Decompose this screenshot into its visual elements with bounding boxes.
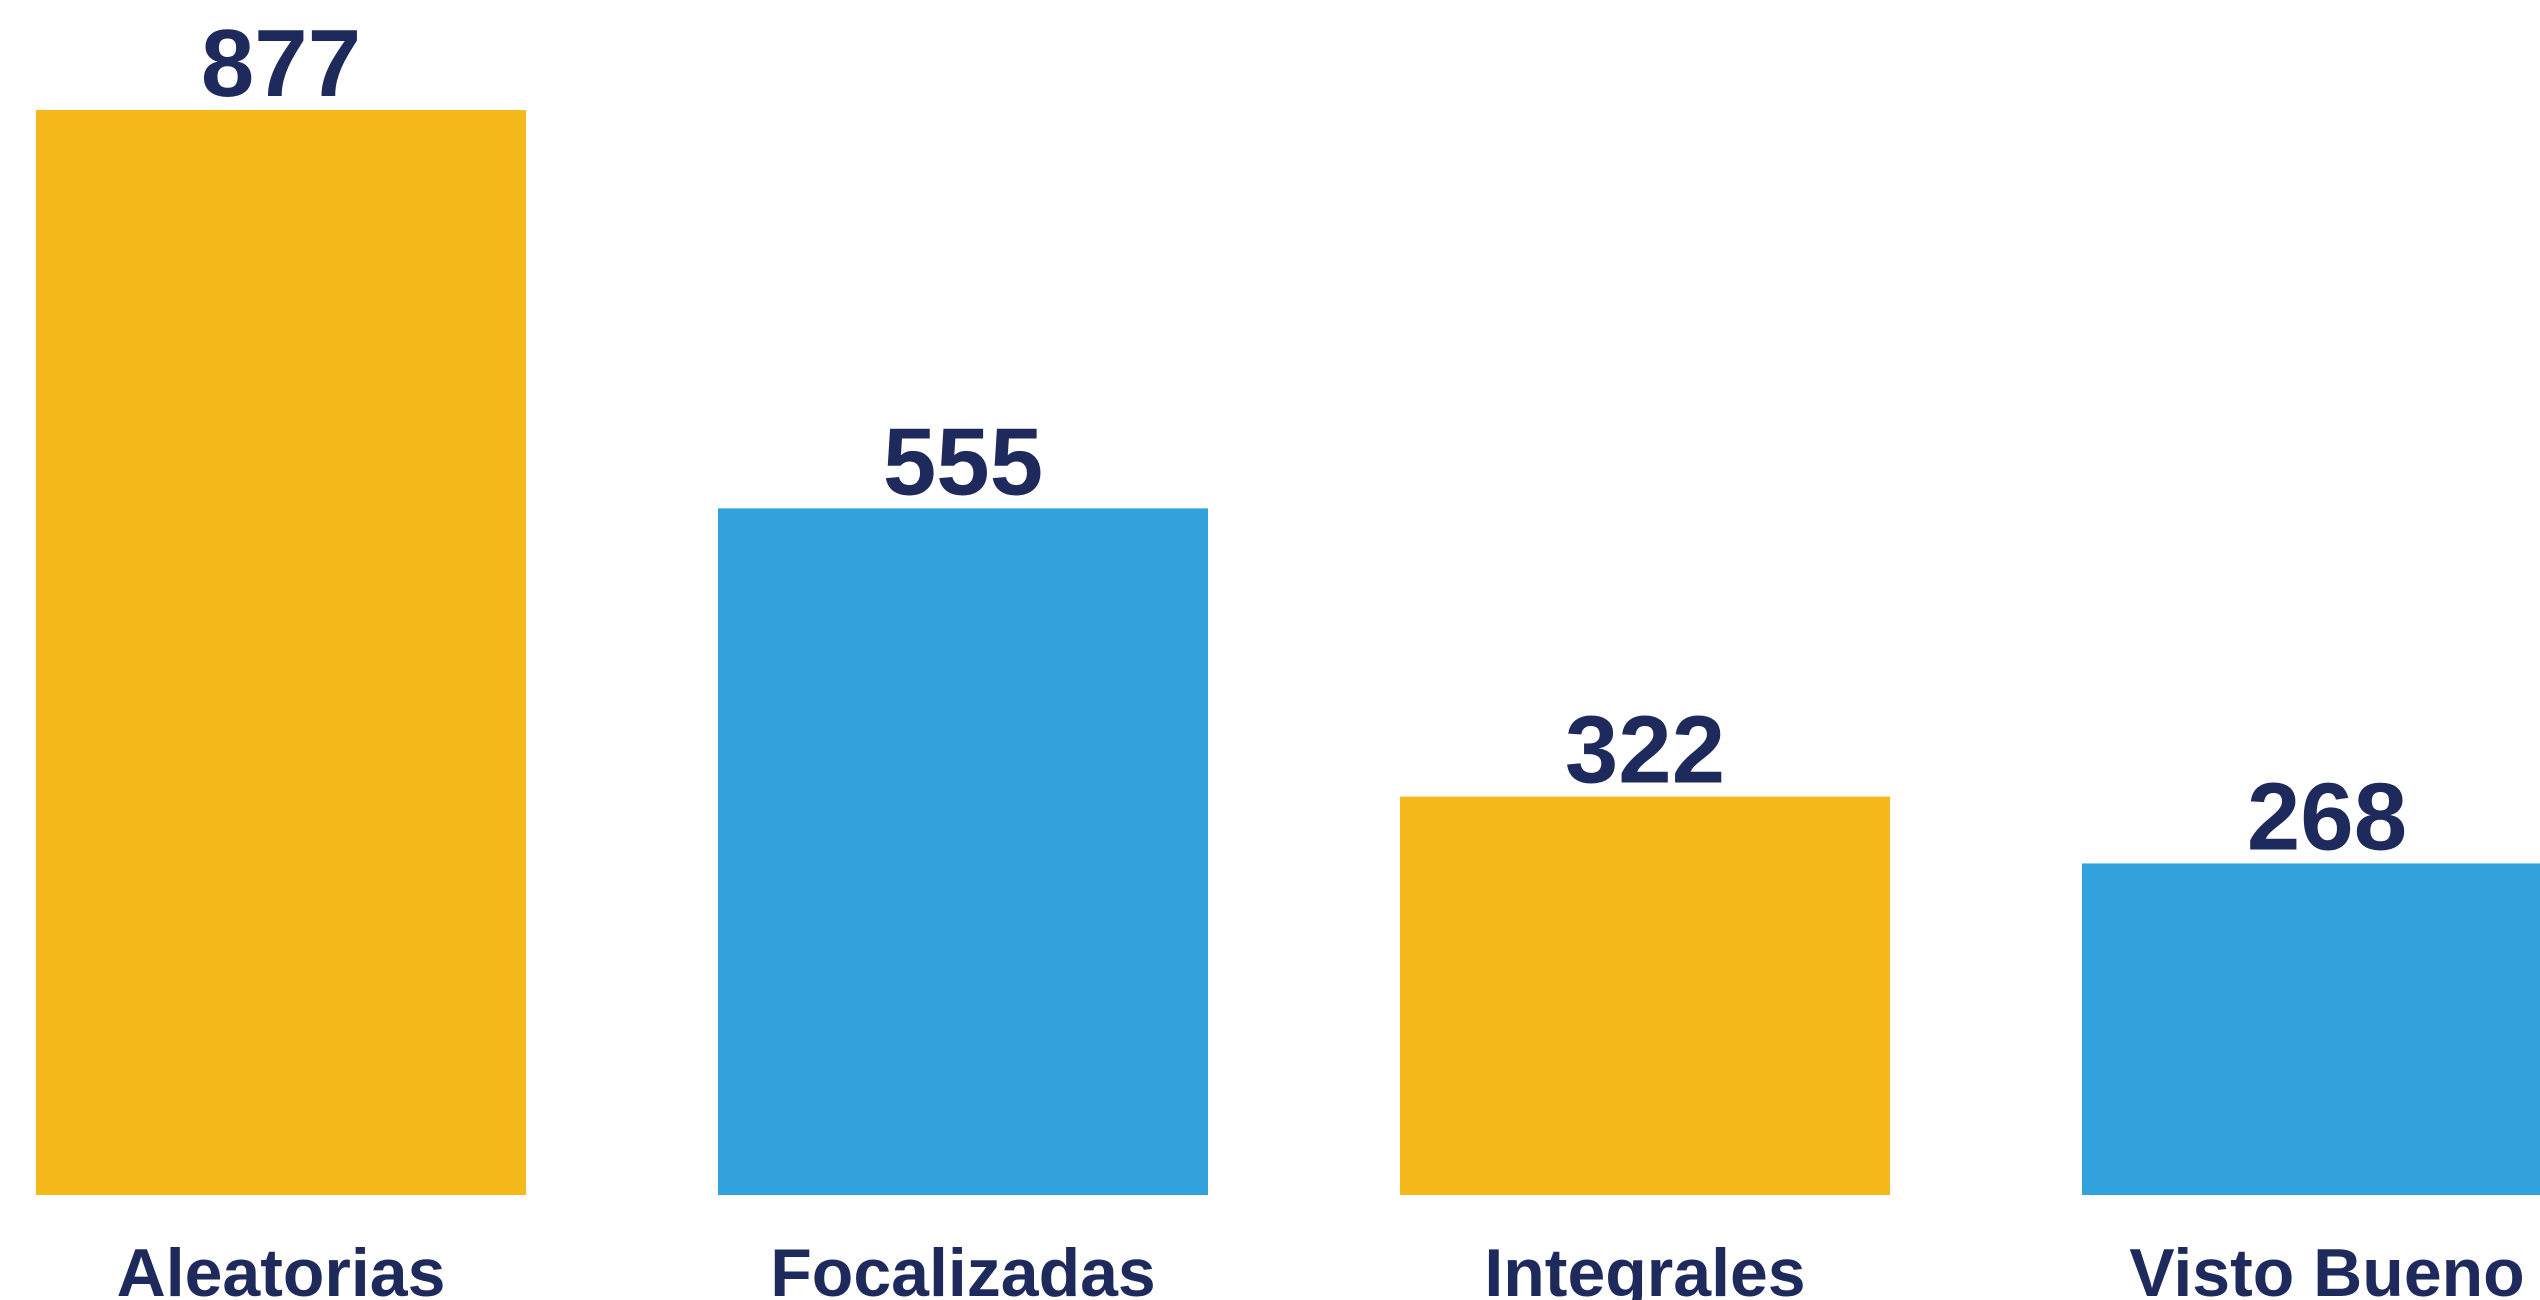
value-label: 555 bbox=[883, 408, 1043, 515]
bar bbox=[1400, 796, 1890, 1195]
category-label: Visto Bueno bbox=[2129, 1235, 2524, 1300]
category-label: Integrales bbox=[1484, 1235, 1805, 1300]
bar bbox=[36, 110, 526, 1195]
value-label: 877 bbox=[201, 10, 361, 117]
category-label: Aleatorias bbox=[117, 1235, 446, 1300]
value-label: 268 bbox=[2247, 763, 2407, 870]
bar bbox=[2082, 863, 2540, 1195]
category-label: Focalizadas bbox=[770, 1235, 1156, 1300]
value-label: 322 bbox=[1565, 697, 1725, 804]
bar bbox=[718, 508, 1208, 1195]
